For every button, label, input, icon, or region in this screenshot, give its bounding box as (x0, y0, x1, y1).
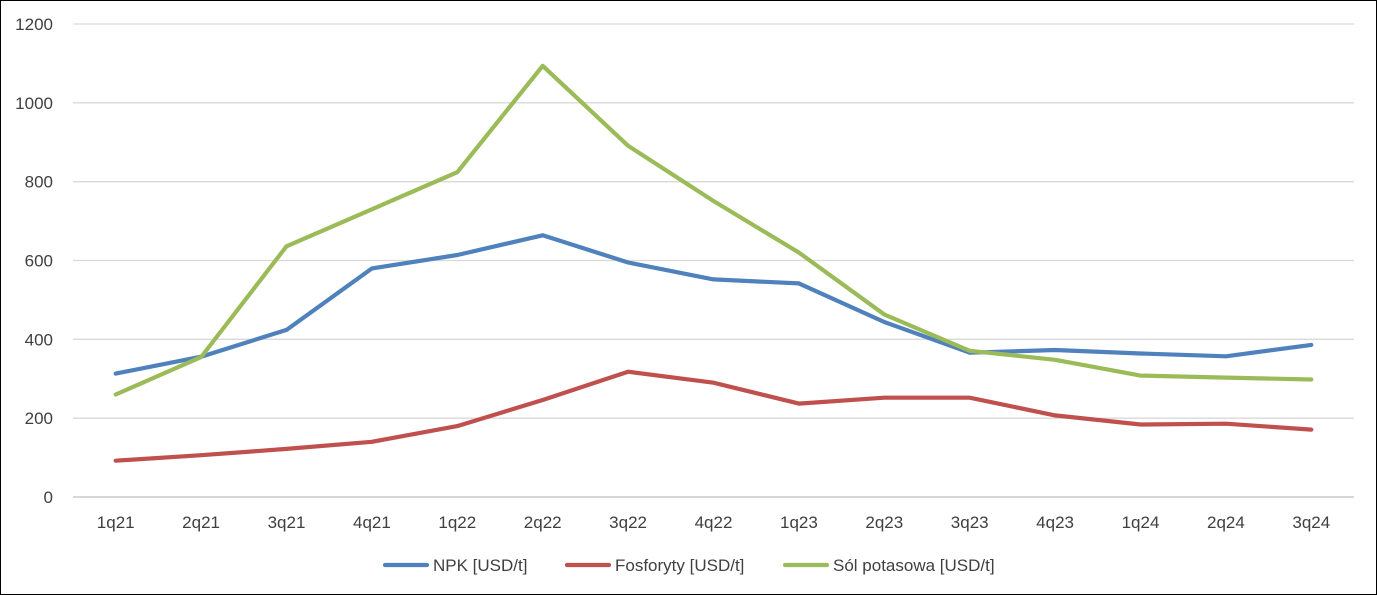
x-tick-label: 3q21 (268, 513, 306, 532)
x-tick-label: 1q22 (438, 513, 476, 532)
y-tick-label: 400 (25, 330, 53, 349)
y-tick-label: 800 (25, 173, 53, 192)
series-line-2 (113, 63, 1314, 397)
y-tick-label: 200 (25, 409, 53, 428)
y-tick-label: 0 (44, 488, 53, 507)
gridlines (73, 23, 1354, 498)
x-tick-label: 1q24 (1122, 513, 1160, 532)
x-tick-label: 3q23 (951, 513, 989, 532)
x-tick-label: 1q21 (97, 513, 135, 532)
x-tick-label: 2q21 (182, 513, 220, 532)
y-tick-label: 1000 (15, 94, 53, 113)
x-tick-label: 2q24 (1207, 513, 1245, 532)
x-axis-ticks: 1q21 2q21 3q21 4q21 1q22 2q22 3q22 4q22 1q23 2q23… (97, 513, 1330, 532)
legend-label-0: NPK [USD/t] (433, 556, 527, 575)
x-tick-label: 2q23 (865, 513, 903, 532)
y-tick-label: 1200 (15, 15, 53, 34)
legend-label-2: Sól potasowa [USD/t] (833, 556, 995, 575)
x-tick-label: 3q22 (609, 513, 647, 532)
series-line-0 (113, 233, 1314, 376)
x-tick-label: 2q22 (524, 513, 562, 532)
x-tick-label: 4q22 (695, 513, 733, 532)
legend: NPK [USD/t] Fosforyty [USD/t] Sól potasowa… (382, 556, 995, 575)
y-tick-label: 600 (25, 252, 53, 271)
y-axis-ticks: 0 200 400 600 800 1000 1200 (15, 15, 53, 507)
x-tick-label: 4q23 (1036, 513, 1074, 532)
series-line-1 (113, 369, 1314, 463)
x-tick-label: 3q24 (1292, 513, 1330, 532)
series-lines (113, 63, 1314, 463)
x-tick-label: 4q21 (353, 513, 391, 532)
legend-label-1: Fosforyty [USD/t] (615, 556, 744, 575)
x-tick-label: 1q23 (780, 513, 818, 532)
